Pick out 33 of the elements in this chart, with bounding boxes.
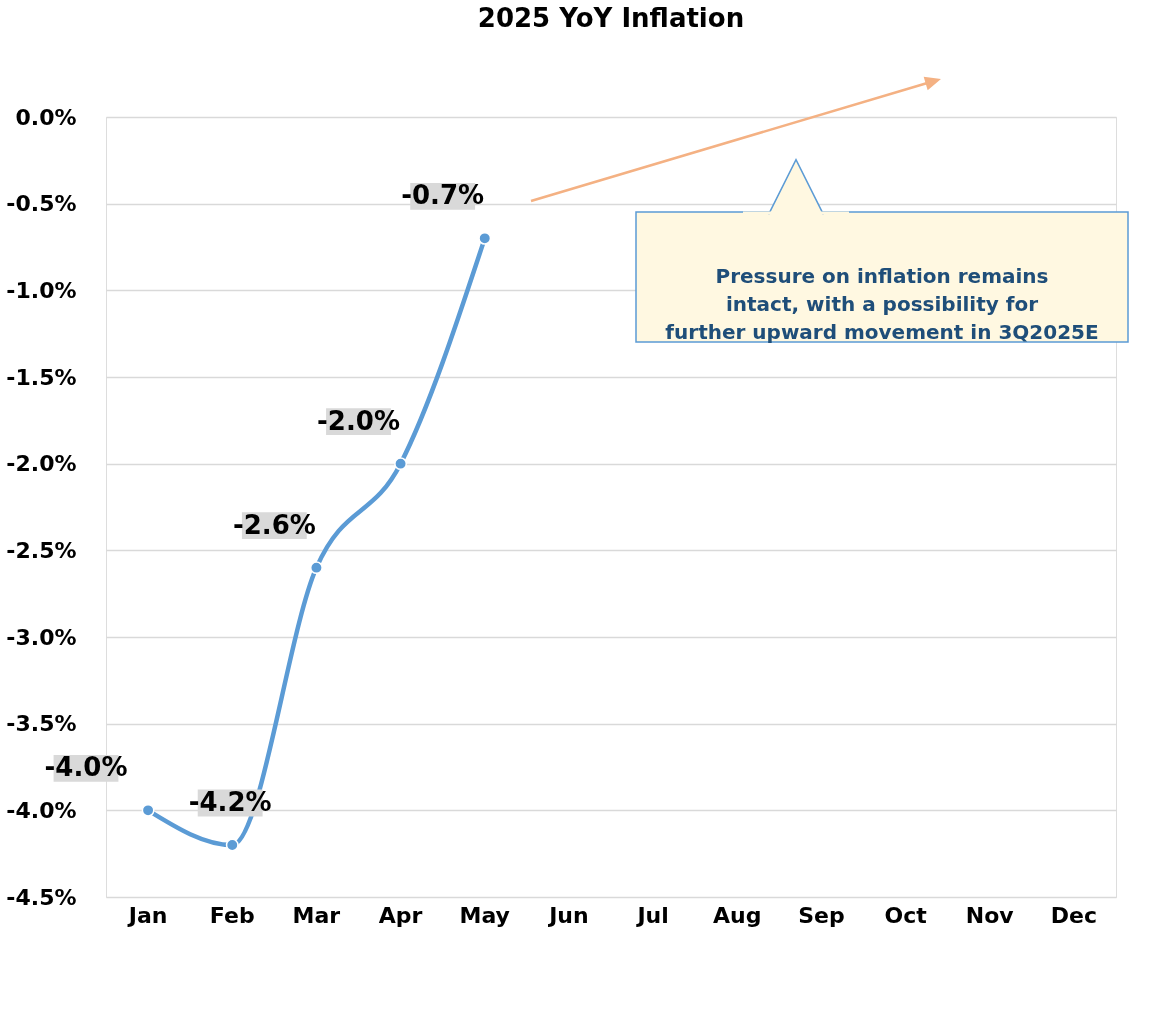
x-tick-label: Apr <box>378 902 423 928</box>
x-tick-label: Oct <box>884 902 928 928</box>
y-tick-label: -1.0% <box>6 277 77 303</box>
y-tick-label: -1.5% <box>6 364 77 390</box>
data-label: -4.0% <box>44 752 128 783</box>
point <box>478 231 492 245</box>
x-tick-label: Sep <box>798 902 845 928</box>
y-tick-label: -3.5% <box>6 711 77 737</box>
y-tick-label: -3.0% <box>6 624 77 650</box>
point <box>141 803 155 817</box>
point <box>225 838 239 852</box>
x-tick-label: Jan <box>126 902 168 928</box>
data-label: -0.7% <box>401 180 485 211</box>
x-tick-label: Feb <box>209 902 255 928</box>
y-tick-label: -0.5% <box>6 191 77 217</box>
data-label: -4.2% <box>188 787 272 817</box>
x-tick-label: Aug <box>713 902 762 928</box>
point <box>394 457 408 471</box>
y-tick-label: -2.0% <box>6 451 77 477</box>
data-label: -2.0% <box>317 405 400 436</box>
x-tick-label: Dec <box>1050 902 1098 928</box>
data-label: -2.6% <box>232 509 316 540</box>
chart-title: 2025 YoY Inflation <box>477 2 745 33</box>
x-tick-label: Nov <box>965 902 1015 928</box>
y-tick-label: -4.5% <box>6 884 77 910</box>
y-tick-label: -4.0% <box>6 797 77 823</box>
y-tick-label: -2.5% <box>6 537 77 563</box>
y-tick-label: 0.0% <box>15 104 77 130</box>
x-tick-label: Jun <box>547 902 589 928</box>
x-tick-label: Jul <box>635 902 669 928</box>
point <box>309 561 323 575</box>
x-tick-label: Mar <box>292 902 341 928</box>
x-tick-label: May <box>459 902 510 928</box>
